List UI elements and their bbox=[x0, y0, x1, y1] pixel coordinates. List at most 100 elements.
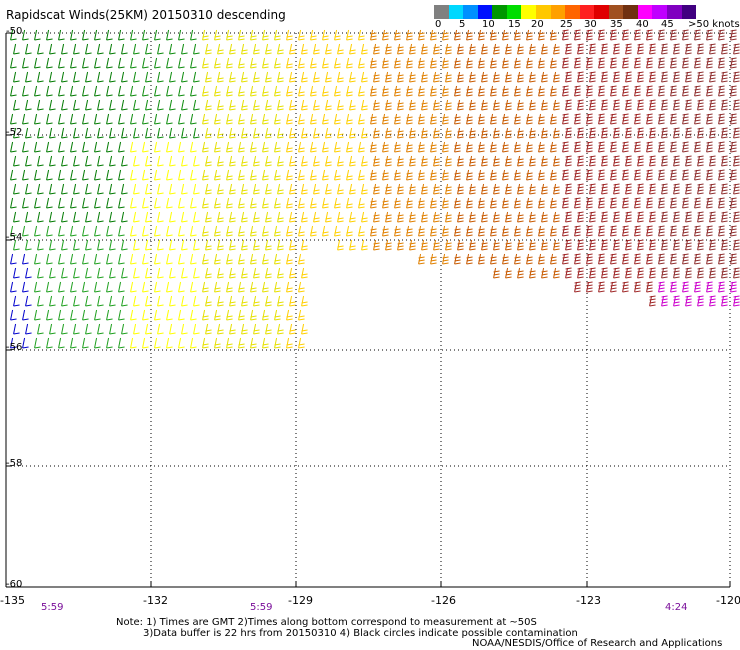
barb-shaft bbox=[214, 253, 218, 265]
barb-feather bbox=[538, 122, 545, 125]
wind-barb bbox=[13, 295, 20, 307]
legend-label-50-knots: >50 knots bbox=[688, 19, 740, 30]
barb-feather bbox=[586, 287, 593, 290]
barb-feather bbox=[445, 80, 452, 83]
barb-feather bbox=[373, 49, 380, 52]
barb-feather bbox=[598, 172, 605, 175]
barb-shaft bbox=[613, 127, 617, 139]
barb-feather bbox=[505, 248, 512, 251]
barb-feather bbox=[694, 57, 701, 60]
barb-shaft bbox=[613, 99, 617, 111]
barb-feather bbox=[682, 29, 689, 32]
barb-shaft bbox=[70, 85, 74, 97]
wind-barb bbox=[694, 141, 701, 153]
wind-barb bbox=[322, 197, 329, 209]
wind-barb bbox=[430, 197, 437, 209]
barb-shaft bbox=[25, 239, 29, 251]
wind-barb bbox=[277, 43, 284, 55]
barb-shaft bbox=[397, 127, 401, 139]
wind-barb bbox=[226, 309, 233, 321]
barb-shaft bbox=[34, 197, 38, 209]
barb-feather bbox=[565, 74, 572, 77]
barb-feather bbox=[697, 49, 704, 52]
barb-shaft bbox=[334, 113, 338, 125]
barb-shaft bbox=[586, 169, 590, 181]
barb-feather bbox=[337, 245, 344, 248]
wind-barb bbox=[22, 225, 29, 237]
barb-feather bbox=[226, 119, 233, 122]
barb-feather bbox=[382, 116, 389, 119]
barb-shaft bbox=[445, 99, 449, 111]
barb-feather bbox=[529, 105, 536, 108]
barb-feather bbox=[697, 108, 704, 111]
wind-barb bbox=[361, 183, 368, 195]
wind-barb bbox=[253, 71, 260, 83]
barb-feather bbox=[130, 346, 137, 349]
barb-shaft bbox=[526, 141, 530, 153]
barb-feather bbox=[277, 304, 284, 307]
barb-feather bbox=[637, 248, 644, 251]
barb-feather bbox=[601, 242, 608, 245]
barb-feather bbox=[586, 141, 593, 144]
barb-shaft bbox=[646, 113, 650, 125]
barb-feather bbox=[262, 259, 269, 262]
barb-feather bbox=[622, 256, 629, 259]
legend-swatch bbox=[492, 5, 507, 19]
wind-barb bbox=[205, 99, 212, 111]
wind-barb bbox=[61, 295, 68, 307]
barb-feather bbox=[241, 161, 248, 164]
wind-barb bbox=[478, 141, 485, 153]
barb-feather bbox=[217, 273, 224, 276]
barb-feather bbox=[145, 220, 152, 223]
wind-barb bbox=[133, 71, 140, 83]
barb-feather bbox=[85, 304, 92, 307]
wind-barb bbox=[106, 281, 113, 293]
barb-feather bbox=[601, 74, 608, 77]
barb-feather bbox=[406, 66, 413, 69]
wind-barb bbox=[466, 113, 473, 125]
barb-shaft bbox=[130, 253, 134, 265]
barb-shaft bbox=[421, 155, 425, 167]
barb-feather bbox=[622, 169, 629, 172]
wind-barb bbox=[517, 155, 524, 167]
wind-barb bbox=[226, 225, 233, 237]
barb-feather bbox=[445, 52, 452, 55]
barb-shaft bbox=[166, 253, 170, 265]
barb-feather bbox=[289, 248, 296, 251]
wind-barb bbox=[73, 267, 80, 279]
barb-feather bbox=[502, 32, 509, 35]
barb-feather bbox=[649, 127, 656, 130]
barb-feather bbox=[418, 231, 425, 234]
barb-feather bbox=[49, 220, 56, 223]
barb-feather bbox=[334, 66, 341, 69]
barb-feather bbox=[13, 192, 20, 195]
barb-feather bbox=[94, 94, 101, 97]
barb-shaft bbox=[370, 225, 374, 237]
barb-feather bbox=[262, 38, 269, 41]
barb-shaft bbox=[286, 85, 290, 97]
wind-barb bbox=[298, 169, 305, 181]
barb-feather bbox=[238, 234, 245, 237]
wind-barb bbox=[142, 57, 149, 69]
barb-feather bbox=[274, 178, 281, 181]
wind-barb bbox=[601, 155, 608, 167]
barb-feather bbox=[673, 242, 680, 245]
barb-shaft bbox=[529, 183, 533, 195]
barb-feather bbox=[313, 217, 320, 220]
barb-feather bbox=[601, 220, 608, 223]
barb-shaft bbox=[661, 267, 665, 279]
barb-feather bbox=[265, 217, 272, 220]
barb-feather bbox=[622, 206, 629, 209]
wind-barb bbox=[373, 127, 380, 139]
wind-barb bbox=[574, 197, 581, 209]
legend-swatch bbox=[550, 5, 566, 19]
barb-feather bbox=[637, 164, 644, 167]
wind-barb bbox=[493, 239, 500, 251]
barb-feather bbox=[601, 127, 608, 130]
wind-barb bbox=[166, 281, 173, 293]
barb-feather bbox=[337, 164, 344, 167]
barb-feather bbox=[586, 119, 593, 122]
barb-feather bbox=[346, 203, 353, 206]
wind-barb bbox=[106, 113, 113, 125]
barb-feather bbox=[622, 150, 629, 153]
